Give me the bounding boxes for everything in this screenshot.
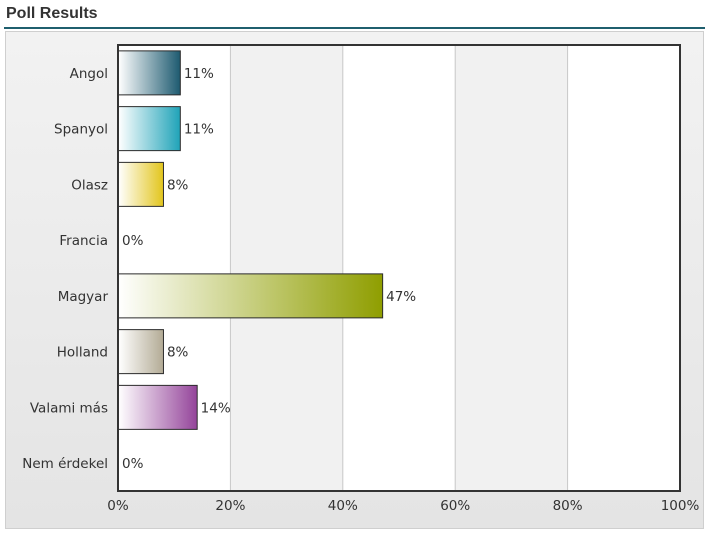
bar (118, 384, 198, 430)
bar (118, 161, 164, 207)
value-label: 11% (184, 122, 214, 138)
grid-band (230, 45, 343, 491)
x-tick-label: 80% (553, 498, 583, 514)
x-tick-label: 0% (107, 498, 129, 514)
category-label: Magyar (58, 289, 109, 305)
category-label: Olasz (71, 177, 108, 193)
value-label: 8% (167, 177, 189, 193)
grid-band (455, 45, 568, 491)
plot-frame (117, 44, 681, 492)
bar (118, 106, 181, 152)
x-tick-label: 60% (440, 498, 470, 514)
value-label: 0% (122, 233, 144, 249)
title-divider (4, 27, 705, 29)
x-tick-label: 100% (661, 498, 700, 514)
category-label: Spanyol (54, 122, 108, 138)
value-label: 11% (184, 66, 214, 82)
x-tick-label: 20% (215, 498, 245, 514)
category-label: Francia (59, 233, 108, 249)
bar (118, 273, 384, 319)
plot-area (118, 45, 680, 491)
value-label: 0% (122, 456, 144, 472)
value-label: 14% (201, 400, 231, 416)
category-label: Holland (57, 345, 108, 361)
value-label: 8% (167, 345, 189, 361)
category-label: Nem érdekel (22, 456, 108, 472)
value-label: 47% (386, 289, 416, 305)
bar (118, 50, 181, 96)
category-label: Angol (70, 66, 108, 82)
bar (118, 329, 164, 375)
x-tick-label: 40% (328, 498, 358, 514)
category-label: Valami más (30, 400, 108, 416)
page-title: Poll Results (6, 5, 98, 22)
